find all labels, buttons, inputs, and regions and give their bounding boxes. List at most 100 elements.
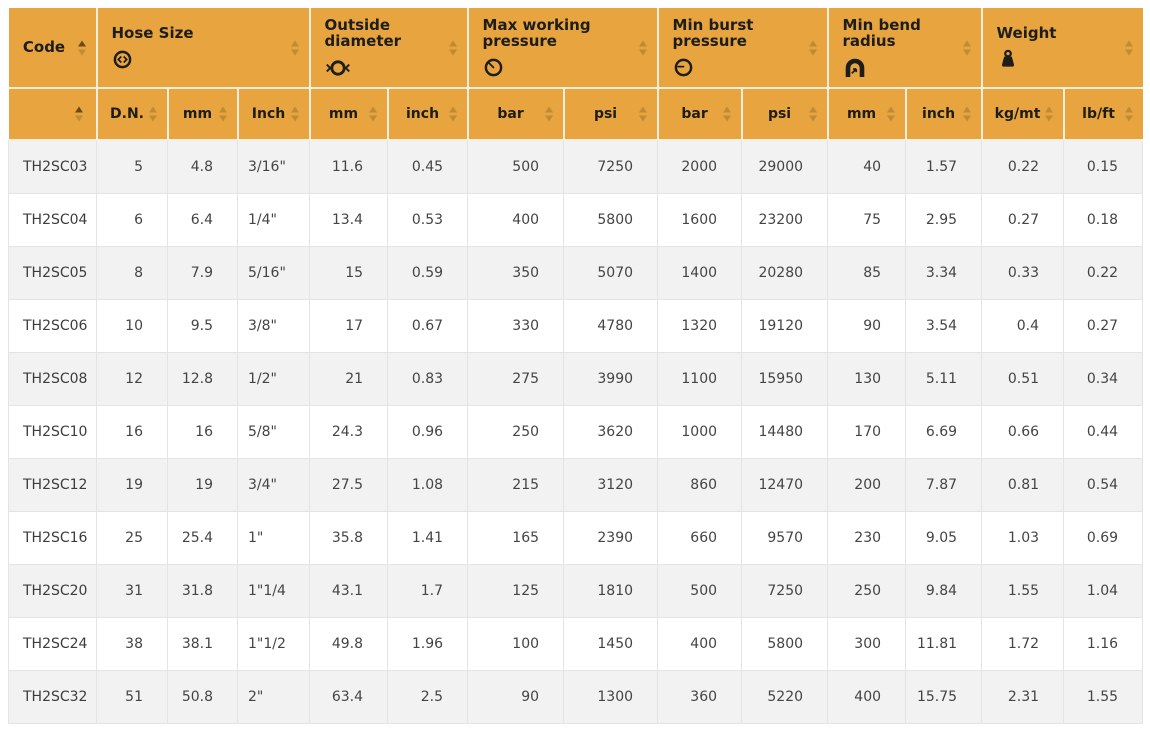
value-cell: 5220 xyxy=(741,669,829,724)
value-cell: 21 xyxy=(309,351,389,406)
table-row: TH2SC06 10 9.5 3/8" 17 0.67 330 4780 1320 19120 90… xyxy=(8,298,1144,353)
subheader-bar-6[interactable]: bar xyxy=(467,88,565,141)
code-cell: TH2SC32 xyxy=(8,669,97,724)
value-cell: 5070 xyxy=(563,245,659,300)
value-cell: 38 xyxy=(96,616,168,671)
subheader-lb-ft-13[interactable]: lb/ft xyxy=(1063,88,1143,141)
value-cell: 15 xyxy=(309,245,389,300)
column-group-label: Weight xyxy=(996,23,1057,42)
table-row: TH2SC20 31 31.8 1"1/4 43.1 1.7 125 1810 500 7250 2… xyxy=(8,563,1144,618)
subheader-label: mm xyxy=(182,106,213,122)
column-group-label: Max working pressure xyxy=(482,15,591,50)
value-cell: 25.4 xyxy=(167,510,238,565)
value-cell: 860 xyxy=(657,457,743,512)
subheader-psi-9[interactable]: psi xyxy=(741,88,829,141)
value-cell: 1320 xyxy=(657,298,743,353)
hose-size-icon xyxy=(112,48,279,70)
subheader-psi-7[interactable]: psi xyxy=(563,88,659,141)
value-cell: 250 xyxy=(827,563,907,618)
column-group-code[interactable]: Code xyxy=(8,8,98,89)
value-cell: 15.75 xyxy=(905,669,983,724)
burst-gauge-icon xyxy=(673,57,797,79)
subheader-inch-5[interactable]: inch xyxy=(387,88,469,141)
value-cell: 24.3 xyxy=(309,404,389,459)
value-cell: 0.66 xyxy=(981,404,1065,459)
value-cell: 250 xyxy=(467,404,565,459)
value-cell: 7250 xyxy=(741,563,829,618)
sort-arrows-icon xyxy=(448,106,457,122)
value-cell: 6.69 xyxy=(905,404,983,459)
subheader-label: D.N. xyxy=(110,106,144,122)
sort-arrows-icon xyxy=(808,40,817,55)
value-cell: 1/2" xyxy=(236,351,311,406)
value-cell: 0.4 xyxy=(981,298,1065,353)
subheader-code-sort[interactable] xyxy=(8,88,98,141)
subheader-mm-10[interactable]: mm xyxy=(827,88,907,141)
value-cell: 9.5 xyxy=(167,298,238,353)
table-row: TH2SC04 6 6.4 1/4" 13.4 0.53 400 5800 1600 23200 7… xyxy=(8,192,1144,247)
code-cell: TH2SC06 xyxy=(8,298,97,353)
value-cell: 35.8 xyxy=(309,510,389,565)
outside-diameter-icon xyxy=(325,57,437,79)
code-cell: TH2SC03 xyxy=(8,139,97,194)
subheader-label: inch xyxy=(922,106,956,122)
pressure-gauge-icon xyxy=(483,57,627,79)
sort-arrows-icon xyxy=(1044,106,1053,122)
value-cell: 85 xyxy=(827,245,907,300)
subheader-mm-2[interactable]: mm xyxy=(167,88,239,141)
sort-arrows-icon xyxy=(368,106,377,122)
value-cell: 0.27 xyxy=(981,192,1065,247)
subheader-inch-3[interactable]: Inch xyxy=(237,88,311,141)
value-cell: 3990 xyxy=(563,351,659,406)
value-cell: 6.4 xyxy=(167,192,238,247)
code-cell: TH2SC20 xyxy=(8,563,97,618)
value-cell: 8 xyxy=(96,245,168,300)
column-group-min-bend-radius[interactable]: Min bend radius xyxy=(827,8,983,89)
value-cell: 0.27 xyxy=(1063,298,1144,353)
value-cell: 7.9 xyxy=(167,245,238,300)
column-group-min-burst-pressure[interactable]: Min burst pressure xyxy=(657,8,829,89)
bend-radius-icon xyxy=(843,57,951,79)
value-cell: 350 xyxy=(467,245,565,300)
subheader-d-n-1[interactable]: D.N. xyxy=(96,88,169,141)
column-group-max-working-pressure[interactable]: Max working pressure xyxy=(467,8,659,89)
subheader-bar-8[interactable]: bar xyxy=(657,88,743,141)
subheader-label: bar xyxy=(497,106,524,122)
value-cell: 2.5 xyxy=(387,669,469,724)
table-row: TH2SC08 12 12.8 1/2" 21 0.83 275 3990 1100 15950 1… xyxy=(8,351,1144,406)
column-group-outside-diameter[interactable]: Outside diameter xyxy=(309,8,469,89)
column-group-label: Code xyxy=(22,38,66,57)
code-cell: TH2SC05 xyxy=(8,245,97,300)
value-cell: 1.08 xyxy=(387,457,469,512)
sort-arrows-icon xyxy=(218,106,227,122)
value-cell: 2.95 xyxy=(905,192,983,247)
subheader-label: psi xyxy=(767,106,792,122)
column-group-hose-size[interactable]: Hose Size xyxy=(96,8,311,89)
value-cell: 1.16 xyxy=(1063,616,1144,671)
table-row: TH2SC12 19 19 3/4" 27.5 1.08 215 3120 860 12470 20… xyxy=(8,457,1144,512)
value-cell: 3/8" xyxy=(236,298,311,353)
value-cell: 0.81 xyxy=(981,457,1065,512)
column-group-weight[interactable]: Weight xyxy=(981,8,1143,89)
value-cell: 0.83 xyxy=(387,351,469,406)
value-cell: 19 xyxy=(167,457,238,512)
sort-arrows-icon xyxy=(148,106,157,122)
value-cell: 360 xyxy=(657,669,743,724)
subheader-mm-4[interactable]: mm xyxy=(309,88,389,141)
value-cell: 165 xyxy=(467,510,565,565)
subheader-kg-mt-12[interactable]: kg/mt xyxy=(981,88,1065,141)
value-cell: 51 xyxy=(96,669,168,724)
subheader-inch-11[interactable]: inch xyxy=(905,88,983,141)
value-cell: 0.45 xyxy=(387,139,469,194)
value-cell: 2390 xyxy=(563,510,659,565)
value-cell: 13.4 xyxy=(309,192,389,247)
value-cell: 5800 xyxy=(563,192,659,247)
value-cell: 1100 xyxy=(657,351,743,406)
value-cell: 500 xyxy=(467,139,565,194)
table-row: TH2SC32 51 50.8 2" 63.4 2.5 90 1300 360 5220 400 15… xyxy=(8,669,1144,724)
table-header: Code Hose Size Outside diameter Max working… xyxy=(8,8,1143,141)
value-cell: 4780 xyxy=(563,298,659,353)
value-cell: 1400 xyxy=(657,245,743,300)
table-body: TH2SC03 5 4.8 3/16" 11.6 0.45 500 7250 2000 29000… xyxy=(8,139,1144,724)
column-group-label: Min bend radius xyxy=(842,15,921,50)
